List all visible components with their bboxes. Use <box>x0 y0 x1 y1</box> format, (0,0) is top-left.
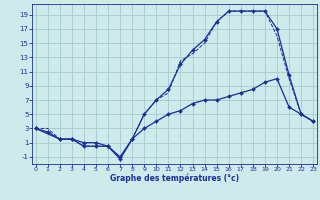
X-axis label: Graphe des températures (°c): Graphe des températures (°c) <box>110 174 239 183</box>
